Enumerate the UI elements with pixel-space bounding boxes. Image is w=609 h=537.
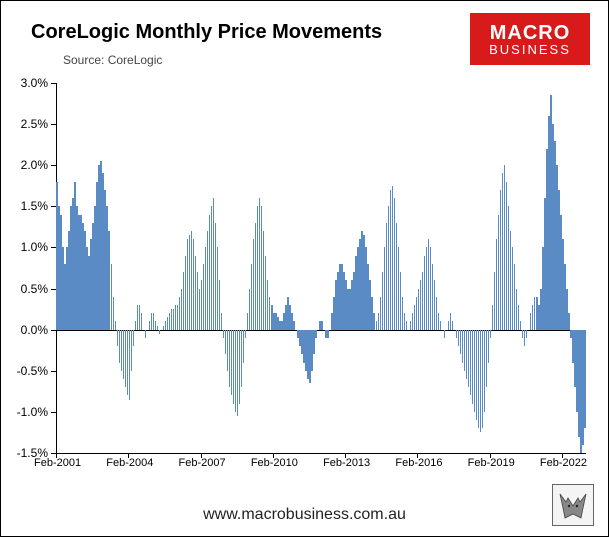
bar <box>293 321 294 329</box>
ytick-label: -0.5% <box>8 364 48 378</box>
ytick-label: 0.5% <box>8 282 48 296</box>
ytick-label: 3.0% <box>8 76 48 90</box>
xtick <box>56 453 57 458</box>
ytick <box>51 371 56 372</box>
xtick-label: Feb-2016 <box>395 457 442 469</box>
bar <box>520 321 521 329</box>
xtick <box>562 453 563 458</box>
x-axis-line <box>56 453 586 454</box>
xtick-label: Feb-2007 <box>179 457 226 469</box>
bar <box>159 330 160 334</box>
ytick <box>51 289 56 290</box>
xtick <box>345 453 346 458</box>
xtick-label: Feb-2013 <box>323 457 370 469</box>
bar <box>245 330 246 338</box>
ytick-label: 0.0% <box>8 323 48 337</box>
source-text: Source: CoreLogic <box>63 53 162 67</box>
bar <box>406 321 407 329</box>
xtick-label: Feb-2004 <box>106 457 153 469</box>
xtick <box>417 453 418 458</box>
brand-logo: MACRO BUSINESS <box>470 13 590 65</box>
bar <box>133 330 134 346</box>
xtick-label: Feb-2010 <box>251 457 298 469</box>
ytick-label: 1.0% <box>8 240 48 254</box>
logo-line1: MACRO <box>490 23 571 43</box>
bar <box>526 330 527 338</box>
ytick <box>51 165 56 166</box>
bar <box>440 321 441 329</box>
ytick-label: -1.0% <box>8 405 48 419</box>
wolf-svg <box>556 488 590 522</box>
ytick-label: 2.5% <box>8 117 48 131</box>
header: CoreLogic Monthly Price Movements Source… <box>1 13 608 73</box>
bar <box>444 330 445 338</box>
ytick <box>51 124 56 125</box>
bar <box>221 313 222 329</box>
xtick <box>201 453 202 458</box>
xtick <box>128 453 129 458</box>
ytick <box>51 206 56 207</box>
chart-title: CoreLogic Monthly Price Movements <box>31 21 382 44</box>
ytick <box>51 247 56 248</box>
ytick <box>51 330 56 331</box>
bar <box>321 321 322 329</box>
chart-area: -1.5%-1.0%-0.5%0.0%0.5%1.0%1.5%2.0%2.5%3… <box>56 83 586 453</box>
wolf-icon <box>552 484 594 526</box>
bar <box>490 330 491 338</box>
bar <box>452 321 453 329</box>
bar <box>568 313 569 329</box>
xtick-label: Feb-2022 <box>540 457 587 469</box>
logo-line2: BUSINESS <box>489 43 571 56</box>
bar <box>327 330 328 338</box>
bar <box>141 313 142 329</box>
ytick <box>51 412 56 413</box>
bar <box>584 330 585 429</box>
xtick <box>273 453 274 458</box>
bar <box>315 330 316 338</box>
xtick <box>490 453 491 458</box>
zero-line <box>56 330 586 331</box>
bar <box>145 330 146 338</box>
ytick-label: 2.0% <box>8 158 48 172</box>
bar <box>115 321 116 329</box>
xtick-label: Feb-2001 <box>34 457 81 469</box>
ytick-label: 1.5% <box>8 199 48 213</box>
ytick <box>51 83 56 84</box>
site-url: www.macrobusiness.com.au <box>1 506 608 524</box>
xtick-label: Feb-2019 <box>468 457 515 469</box>
